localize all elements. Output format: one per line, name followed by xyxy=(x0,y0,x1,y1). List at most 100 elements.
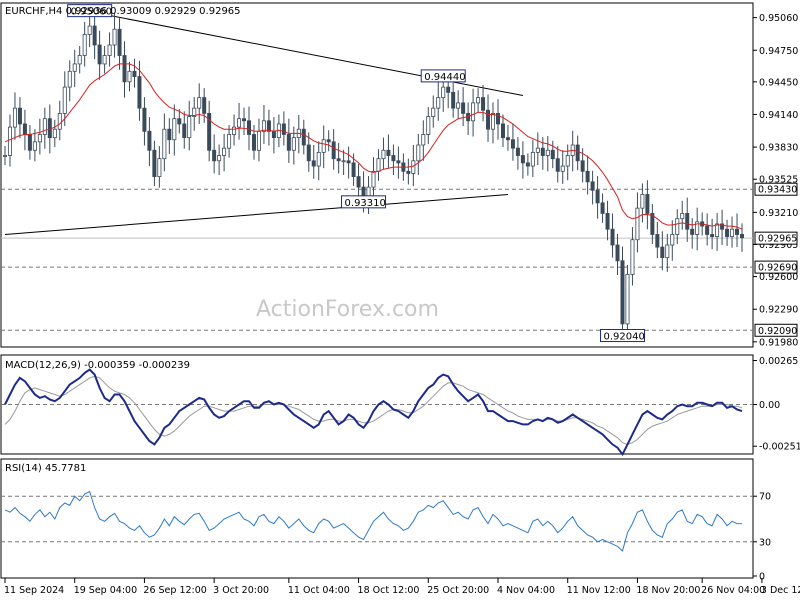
candle-body xyxy=(256,130,261,151)
candle-body xyxy=(152,149,157,177)
candle-body xyxy=(42,118,47,135)
candle-body xyxy=(102,55,107,65)
macd-y-tick-label: 0.00265 xyxy=(759,356,798,367)
candle-body xyxy=(281,123,286,135)
price-axis-marker-text: 0.92965 xyxy=(758,234,797,245)
candle-body xyxy=(82,34,87,56)
candle-body xyxy=(650,213,655,235)
candle-body xyxy=(381,149,386,160)
x-tick-label: 3 Oct 20:00 xyxy=(213,585,269,596)
candle-body xyxy=(635,207,640,241)
candle-body xyxy=(535,147,540,153)
x-tick-label: 18 Oct 12:00 xyxy=(358,585,420,596)
candle-body xyxy=(446,86,451,93)
candle-body xyxy=(237,118,242,128)
x-tick-label: 19 Sep 04:00 xyxy=(74,585,137,596)
price-y-tick-label: 0.94450 xyxy=(759,77,798,88)
candle-body xyxy=(17,107,22,125)
candle-body xyxy=(545,149,550,156)
candle-body xyxy=(112,28,117,46)
price-y-tick-label: 0.94140 xyxy=(759,110,798,121)
price-panel-frame xyxy=(0,2,754,348)
candle-body xyxy=(655,234,660,248)
candle-body xyxy=(705,225,710,235)
x-tick-label: 11 Oct 04:00 xyxy=(288,585,350,596)
macd-line xyxy=(4,368,743,457)
candle-body xyxy=(510,139,515,149)
x-tick-label: 18 Nov 20:00 xyxy=(636,585,700,596)
price-y-tick-label: 0.92600 xyxy=(759,272,798,283)
candle-body xyxy=(580,160,585,172)
candle-body xyxy=(197,97,202,109)
candle-body xyxy=(675,218,680,235)
candle-body xyxy=(22,123,27,135)
candle-body xyxy=(411,160,416,174)
candle-body xyxy=(291,137,296,151)
candle-body xyxy=(690,228,695,235)
candle-body xyxy=(147,130,152,151)
candle-body xyxy=(715,223,720,237)
candle-body xyxy=(92,25,97,46)
candle-body xyxy=(72,63,77,72)
x-tick-label: 25 Oct 20:00 xyxy=(427,585,489,596)
candle-body xyxy=(207,113,212,151)
candle-body xyxy=(192,107,197,117)
candle-body xyxy=(481,97,486,111)
rsi-title: RSI(14) 45.7781 xyxy=(5,463,86,474)
candle-body xyxy=(660,246,665,259)
candle-body xyxy=(222,147,227,156)
candle-body xyxy=(560,165,565,172)
price-axis-marker xyxy=(754,231,798,245)
candle-body xyxy=(640,194,645,209)
price-label-box xyxy=(67,4,113,18)
candle-body xyxy=(351,162,356,177)
candle-body xyxy=(331,141,336,160)
price-y-tick-label: 0.93830 xyxy=(759,143,798,154)
candle-body xyxy=(251,134,256,151)
candle-body xyxy=(261,120,266,132)
price-label-text: 0.95060 xyxy=(71,7,112,18)
x-tick-label: 3 Dec 12:00 xyxy=(761,585,800,596)
candle-body xyxy=(495,113,500,125)
price-axis-marker xyxy=(754,182,798,196)
candle-body xyxy=(122,55,127,83)
candle-body xyxy=(187,116,192,139)
candle-body xyxy=(7,126,12,156)
macd-y-tick-label: 0.00 xyxy=(759,400,780,411)
candle-body xyxy=(605,213,610,230)
candle-body xyxy=(680,213,685,220)
candle-body xyxy=(386,149,391,156)
candle-body xyxy=(212,149,217,162)
candle-body xyxy=(3,155,8,157)
candle-body xyxy=(620,260,625,325)
price-label-box xyxy=(599,329,645,343)
price-y-tick-label: 0.91980 xyxy=(759,337,798,348)
candle-body xyxy=(735,228,740,235)
rsi-y-tick-label: 70 xyxy=(759,492,771,503)
candle-body xyxy=(625,274,630,325)
candle-body xyxy=(132,70,137,77)
candle-body xyxy=(142,107,147,132)
candle-body xyxy=(575,144,580,162)
candle-body xyxy=(426,116,431,135)
candle-body xyxy=(157,158,162,177)
candle-body xyxy=(356,176,361,188)
candle-body xyxy=(520,155,525,164)
candle-body xyxy=(695,221,700,235)
price-label-text: 0.92040 xyxy=(603,332,644,343)
candle-body xyxy=(217,155,222,162)
candle-body xyxy=(172,118,177,141)
candle-body xyxy=(247,120,252,135)
candle-body xyxy=(500,123,505,139)
x-tick-label: 4 Nov 04:00 xyxy=(497,585,555,596)
candle-body xyxy=(346,160,351,164)
trendline xyxy=(4,193,508,235)
candle-body xyxy=(645,194,650,214)
candle-body xyxy=(67,70,72,88)
candle-body xyxy=(316,151,321,167)
candle-body xyxy=(162,128,167,160)
price-axis-marker-text: 0.92090 xyxy=(758,326,797,337)
price-y-tick-label: 0.94750 xyxy=(759,46,798,57)
candle-body xyxy=(486,109,491,130)
candle-body xyxy=(127,70,132,83)
